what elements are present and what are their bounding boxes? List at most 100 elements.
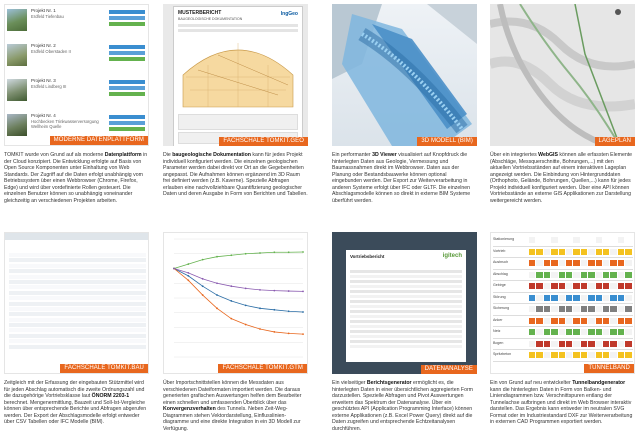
project-subtitle: Erdfeld Tiefenbau — [31, 14, 64, 19]
table-row[interactable] — [9, 296, 146, 301]
tunnelband-row[interactable]: Anker — [493, 316, 633, 327]
tunnelband-segment — [573, 317, 580, 324]
data-point — [216, 294, 218, 296]
tunnelband-segment — [580, 317, 588, 324]
tunnelband-segment — [543, 237, 551, 243]
data-point — [244, 304, 247, 307]
table-row[interactable] — [9, 328, 146, 333]
tunnelband-segment — [588, 283, 595, 289]
table-row[interactable] — [9, 285, 146, 290]
project-row[interactable]: Projekt Nr. 2 Erdfeld Oberstaden II — [7, 43, 147, 71]
data-point — [273, 331, 276, 333]
tunnelband-row[interactable]: Sicherung — [493, 304, 633, 316]
card-lageplan: LAGEPLAN Über ein integriertes WebGIS kö… — [490, 4, 635, 204]
tunnelband-segment — [580, 340, 588, 347]
tunnelband-row[interactable]: Vortrieb — [493, 247, 633, 258]
project-button[interactable] — [109, 86, 145, 90]
data-point — [187, 263, 190, 265]
tunnelband-segment — [603, 283, 610, 289]
map-control-icon[interactable] — [615, 9, 621, 15]
tunnelband-segment — [595, 329, 602, 335]
tunnelband-segment — [529, 237, 536, 243]
data-point — [273, 251, 276, 254]
table-row[interactable] — [9, 269, 146, 274]
tunnelband-segment — [551, 352, 558, 358]
tunnelband-segment — [603, 248, 610, 255]
project-button[interactable] — [109, 80, 145, 84]
table-row[interactable] — [9, 339, 146, 344]
card-description: TOMKIT wurde von Grund auf als moderne D… — [4, 152, 148, 204]
report-window: Vortriebsbericht igitech — [346, 250, 466, 362]
project-button[interactable] — [109, 22, 145, 26]
data-point — [244, 323, 247, 326]
table-row[interactable] — [9, 306, 146, 311]
card-description: Über Importschnittstellen können die Mes… — [163, 380, 302, 432]
tunnelband-segment — [551, 306, 558, 312]
project-button[interactable] — [109, 10, 145, 14]
tunnelband-segment — [588, 248, 595, 255]
tunnelband-segment — [566, 283, 573, 289]
tunnelband-segment — [595, 283, 602, 289]
project-button[interactable] — [109, 92, 145, 96]
project-button[interactable] — [109, 51, 145, 55]
project-button[interactable] — [109, 121, 145, 125]
tunnelband-segment — [551, 248, 558, 255]
tunnelband-segment — [551, 271, 558, 278]
table-row[interactable] — [9, 312, 146, 317]
tunnelband-segment — [529, 352, 536, 358]
tunnelband-row[interactable]: Stationierung — [493, 235, 633, 247]
tunnelband-segment — [603, 340, 610, 347]
tunnelband-segment — [536, 340, 543, 347]
tunnelband-segment — [580, 248, 588, 255]
project-button[interactable] — [109, 45, 145, 49]
tunnelband-row[interactable]: Störung — [493, 293, 633, 304]
tunnelband-row[interactable]: Spritzbeton — [493, 350, 633, 362]
table-row[interactable] — [9, 301, 146, 306]
table-row[interactable] — [9, 279, 146, 284]
tunnelband-row[interactable]: Bogen — [493, 339, 633, 350]
tunnelband-segment — [617, 260, 625, 266]
table-row[interactable] — [9, 263, 146, 268]
tunnelband-row-label: Bogen — [493, 340, 504, 345]
table-row[interactable] — [9, 323, 146, 328]
project-row[interactable]: Projekt Nr. 4 Hochbecken Trinkwasservers… — [7, 113, 147, 141]
tunnelband-segment — [529, 329, 536, 335]
tunnelband-segment — [543, 317, 551, 324]
tunnelband-segment — [595, 352, 602, 358]
project-row[interactable]: Projekt Nr. 3 Erdfeld Lindberg III — [7, 78, 147, 106]
tunnelband-row[interactable]: Ausbruch — [493, 258, 633, 270]
tunnelband-segment — [588, 352, 595, 358]
tunnelband-segment — [625, 306, 632, 312]
project-button[interactable] — [109, 16, 145, 20]
project-row[interactable]: Projekt Nr. 1 Erdfeld Tiefenbau — [7, 8, 147, 36]
thumb-datenplattform: Projekt Nr. 1 Erdfeld Tiefenbau Projekt … — [4, 4, 149, 146]
tunnelband-segment — [610, 283, 617, 289]
card-caption: FACHSCHALE TOMKIT.GTM — [218, 364, 307, 373]
tunnelband-segment — [580, 260, 588, 266]
project-title: Projekt Nr. 1 — [31, 8, 56, 13]
tunnelband-segment — [603, 306, 610, 312]
table-row[interactable] — [9, 290, 146, 295]
tunnelband-segment — [566, 294, 573, 301]
tunnelband-segment — [595, 294, 602, 301]
tunnelband-row-label: Anker — [493, 317, 503, 322]
table-row[interactable] — [9, 344, 146, 349]
tunnelband-segment — [595, 317, 602, 324]
table-row[interactable] — [9, 258, 146, 263]
tunnelband-segment — [551, 283, 558, 289]
tunnelband-row[interactable]: Abschlag — [493, 270, 633, 281]
tunnelband-row-label: Sicherung — [493, 306, 510, 310]
table-row[interactable] — [9, 333, 146, 338]
tunnelband-row[interactable]: Gebirge — [493, 281, 633, 293]
project-button[interactable] — [109, 115, 145, 119]
data-point — [201, 258, 204, 261]
data-point — [230, 285, 233, 288]
table-row[interactable] — [9, 274, 146, 279]
tunnelband-row[interactable]: Netz — [493, 327, 633, 339]
project-button[interactable] — [109, 127, 145, 131]
table-row[interactable] — [9, 253, 146, 257]
card-description: Ein vielseitiger Berichtsgenerator ermög… — [332, 380, 474, 432]
card-description: Zeitgleich mit der Erfassung der eingeba… — [4, 380, 147, 426]
project-button[interactable] — [109, 57, 145, 61]
table-row[interactable] — [9, 317, 146, 322]
